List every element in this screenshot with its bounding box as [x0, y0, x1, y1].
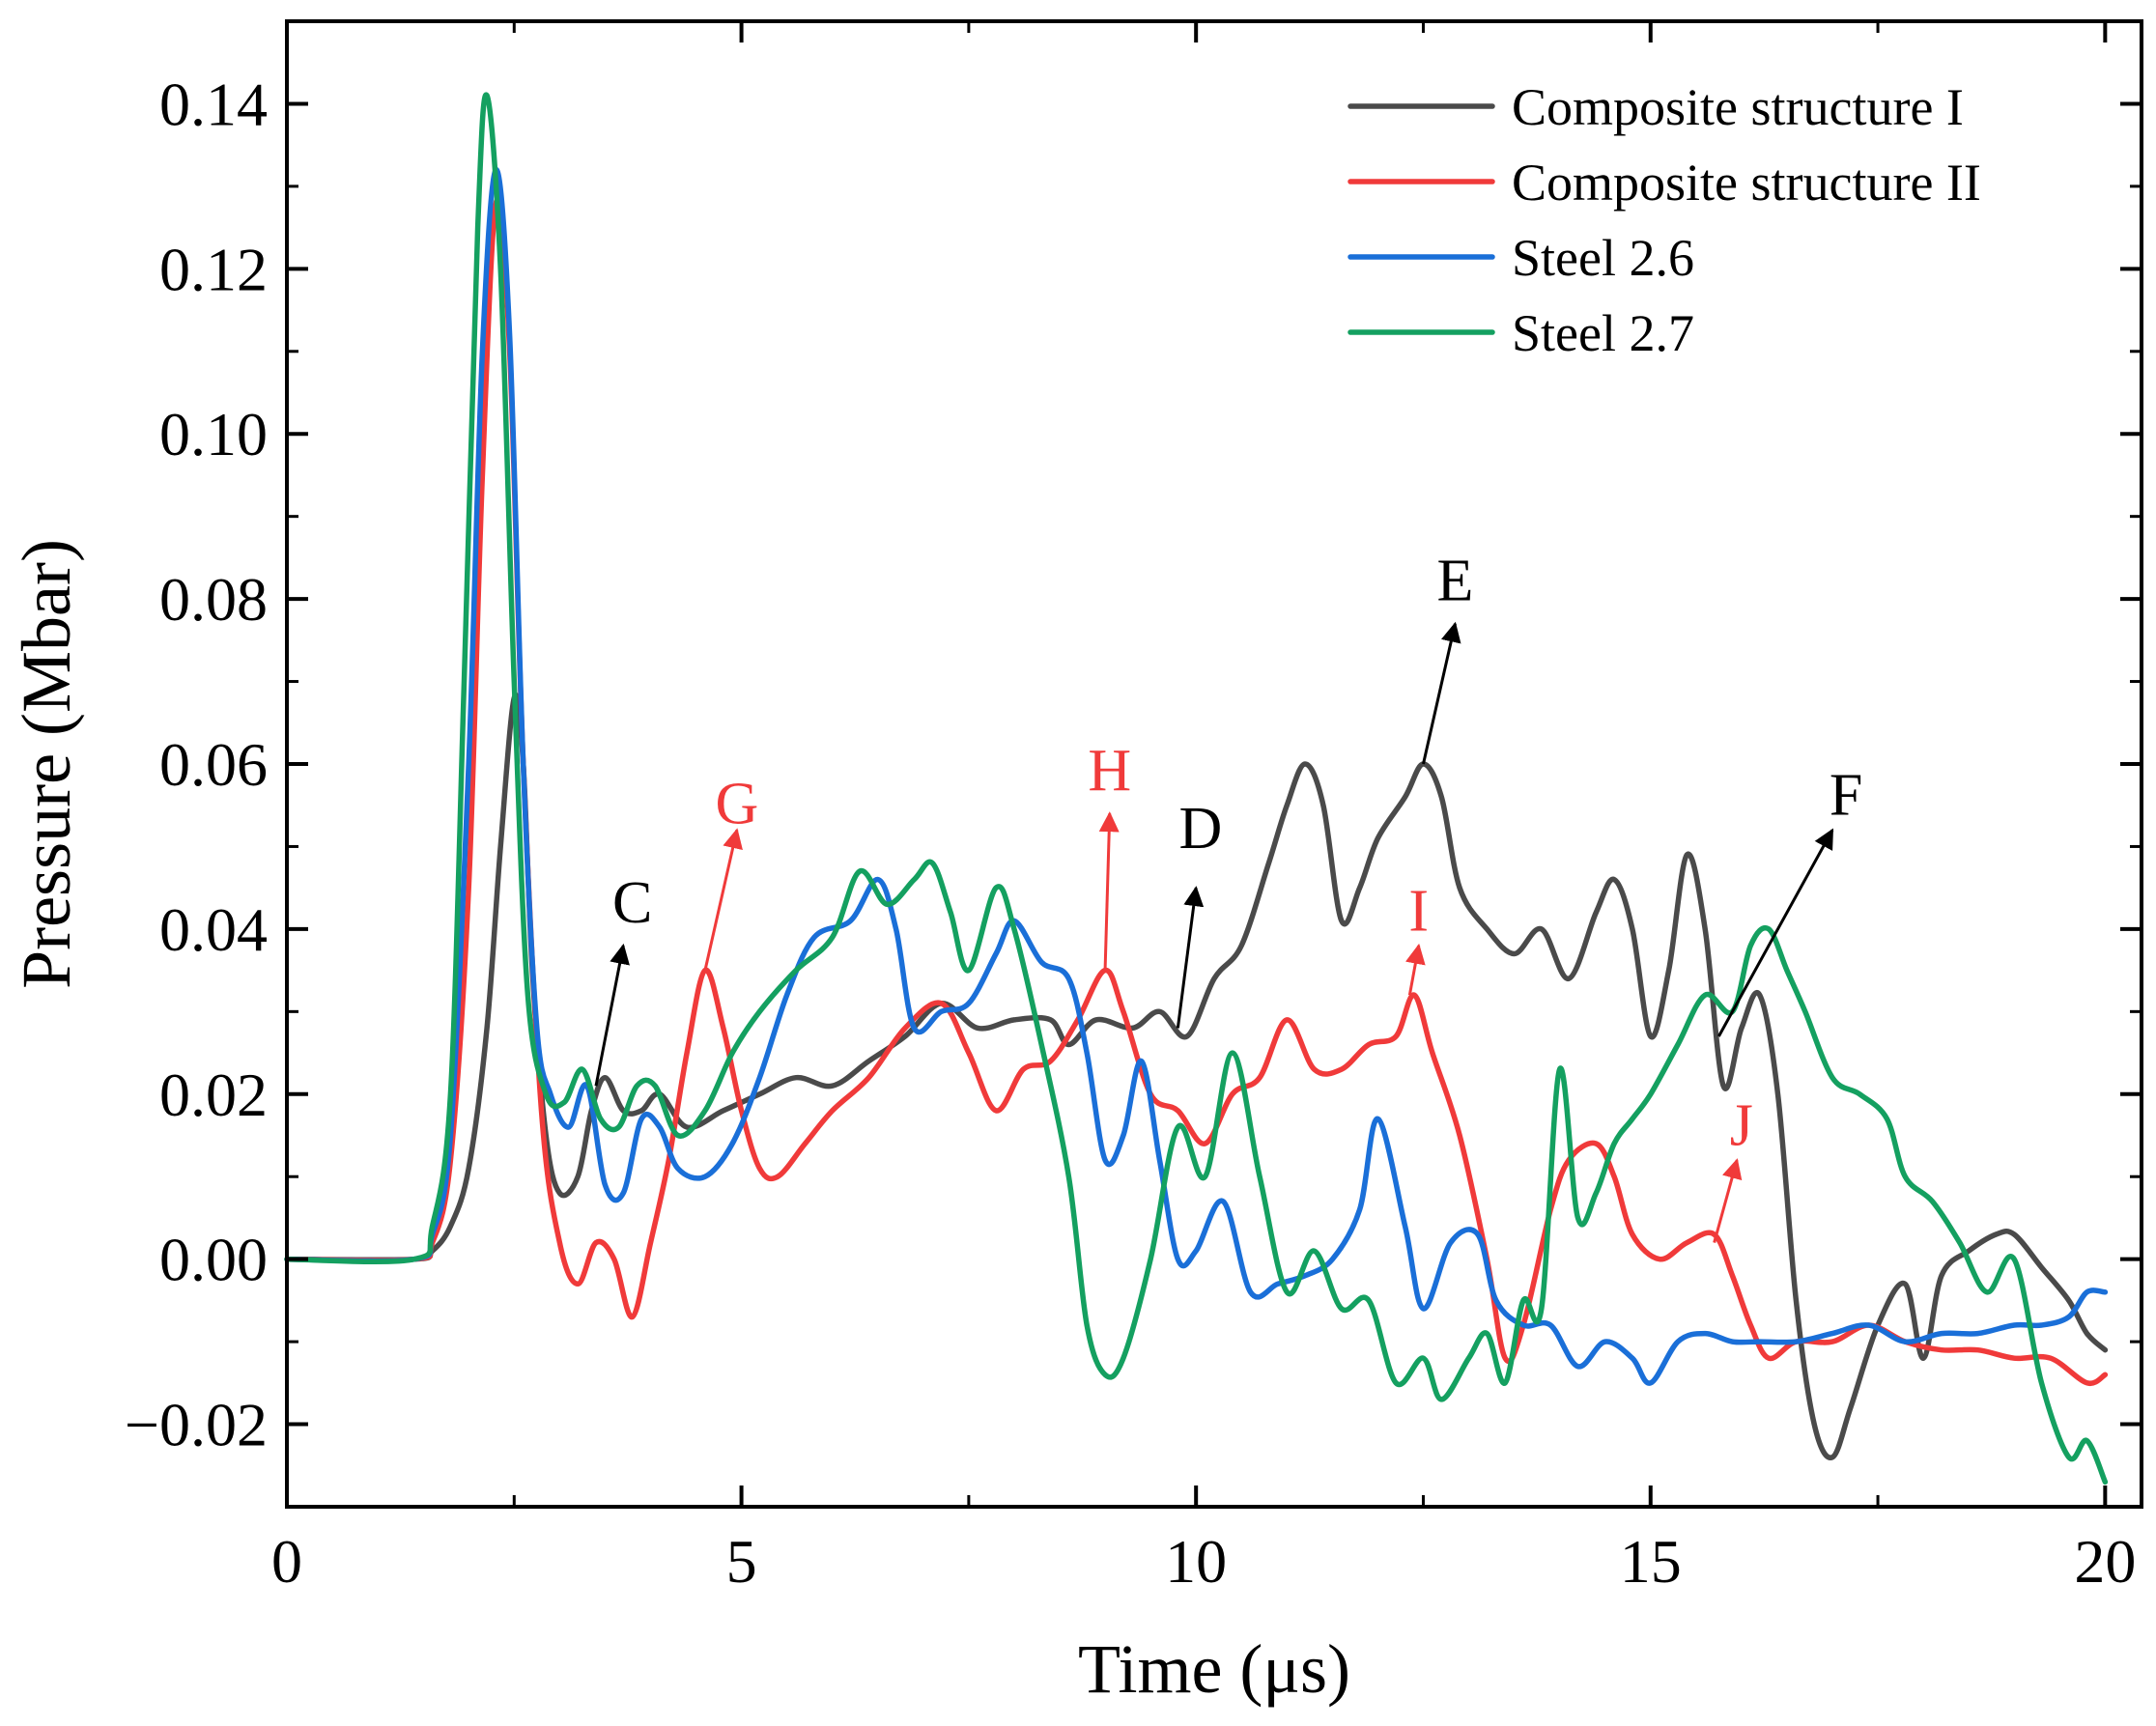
y-tick-label: 0.06	[159, 730, 268, 799]
series-line-steel-2-7	[284, 92, 2109, 1485]
annotation-arrow-i	[1405, 943, 1426, 996]
y-tick-label: 0.12	[159, 235, 268, 303]
x-tick-label: 5	[726, 1527, 757, 1596]
annotation-layer: CG HD I E J F	[594, 549, 1862, 1243]
y-tick-label: 0.14	[159, 70, 268, 138]
annotation-label-j: J	[1730, 1093, 1753, 1159]
axis-layer: 0 5 10 15 20 −0.02 0.00 0.02 0.04 0.06 0.08 0.10 0.1…	[125, 19, 2142, 1596]
x-axis-title: Time (μs)	[1078, 1630, 1350, 1708]
legend-label-composite-structure-i: Composite structure I	[1512, 78, 1964, 136]
annotation-arrow-c	[594, 943, 630, 1087]
series-line-composite-structure-i	[284, 692, 2109, 1460]
x-tick-label: 0	[271, 1527, 302, 1596]
legend-label-steel-2-7: Steel 2.7	[1512, 304, 1694, 362]
annotation-arrow-f	[1717, 828, 1834, 1037]
annotation-label-c: C	[612, 870, 652, 936]
annotation-arrow-d	[1176, 886, 1205, 1029]
annotation-arrow-h	[1098, 811, 1120, 971]
y-tick-label: 0.04	[159, 895, 268, 964]
annotation-label-h: H	[1088, 738, 1131, 804]
y-tick-label: −0.02	[125, 1391, 268, 1459]
legend: Composite structure I Composite structure…	[1348, 78, 1981, 362]
x-tick-label: 20	[2074, 1527, 2136, 1596]
annotation-label-d: D	[1178, 796, 1222, 862]
y-tick-label: 0.02	[159, 1061, 268, 1129]
annotation-arrow-j	[1713, 1158, 1743, 1243]
series-line-steel-2-6	[284, 167, 2109, 1386]
y-axis-title: Pressure (Mbar)	[8, 539, 85, 989]
annotation-label-f: F	[1830, 763, 1862, 829]
annotation-arrow-e	[1422, 621, 1461, 765]
x-tick-label: 15	[1620, 1527, 1682, 1596]
annotation-label-e: E	[1436, 549, 1473, 614]
annotation-arrow-g	[703, 828, 743, 971]
y-tick-label: 0.10	[159, 400, 268, 468]
series-layer	[284, 92, 2109, 1485]
y-tick-label: 0.00	[159, 1226, 268, 1294]
annotation-label-g: G	[715, 771, 758, 836]
annotation-label-i: I	[1408, 878, 1429, 944]
x-tick-label: 10	[1165, 1527, 1227, 1596]
legend-label-steel-2-6: Steel 2.6	[1512, 229, 1694, 287]
y-tick-label: 0.08	[159, 565, 268, 634]
legend-label-composite-structure-ii: Composite structure II	[1512, 154, 1981, 212]
